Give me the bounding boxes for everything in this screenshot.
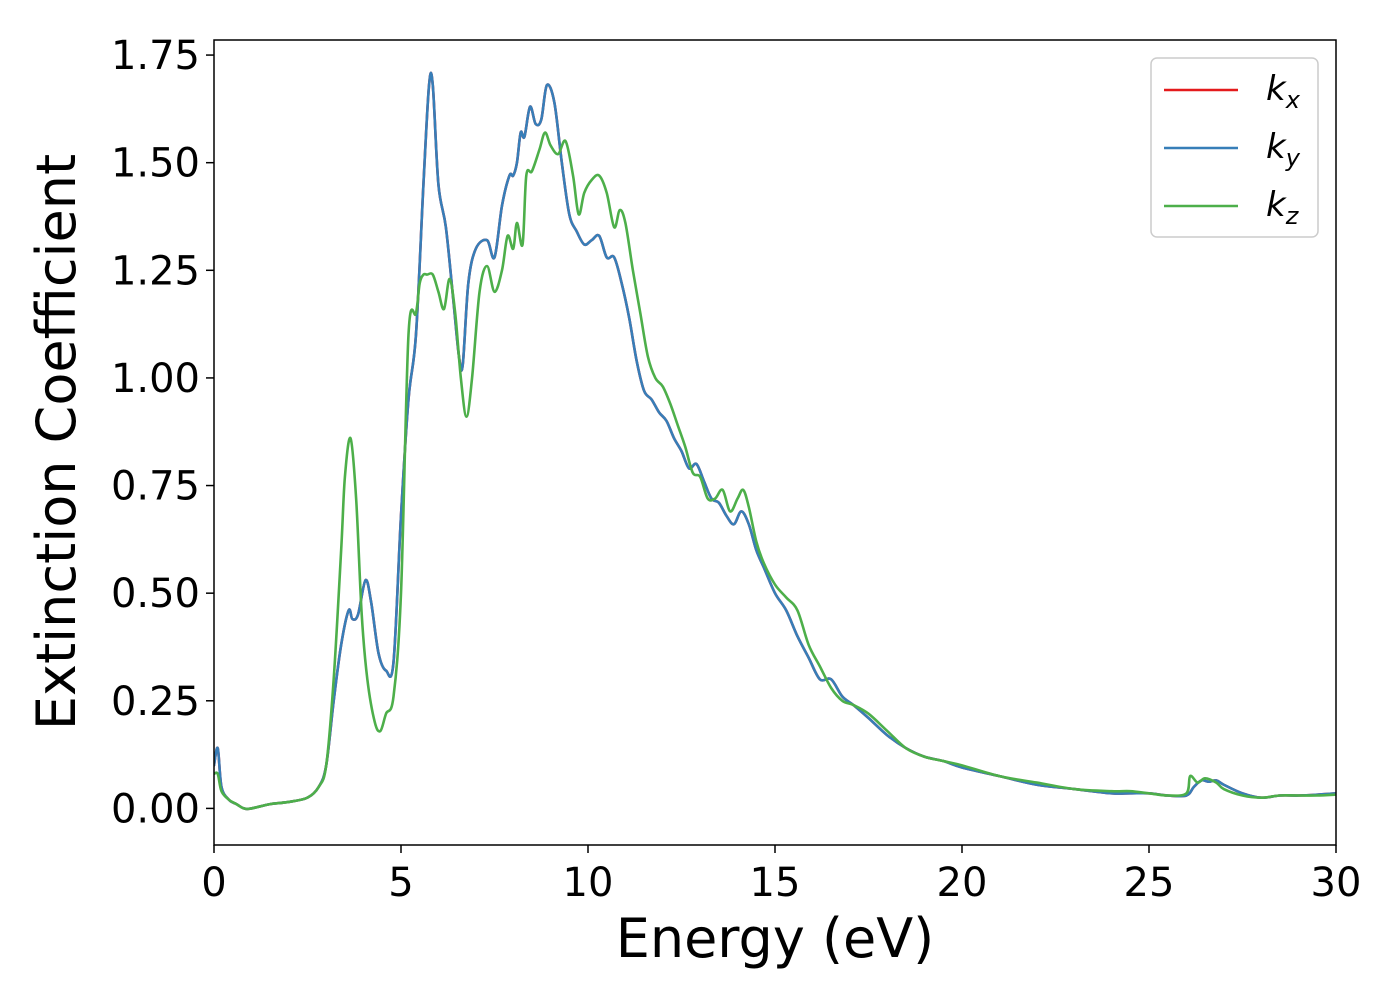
y-tick-label: 0.50: [111, 571, 200, 617]
y-tick-label: 0.25: [111, 679, 200, 725]
legend-label-subscript: y: [1285, 144, 1301, 172]
legend-label-y: ky: [1266, 127, 1301, 172]
x-axis: 0 5 10 15 20 25 30: [201, 845, 1361, 906]
legend-label-x: kx: [1266, 69, 1301, 114]
x-tick-label: 10: [563, 860, 614, 906]
legend-label-subscript: z: [1285, 202, 1300, 230]
legend-label-main: k: [1266, 69, 1287, 109]
x-axis-label: Energy (eV): [616, 907, 935, 970]
x-tick-label: 0: [201, 860, 226, 906]
y-axis: 0.00 0.25 0.50 0.75 1.00 1.25 1.50 1.75: [111, 33, 214, 832]
legend-label-z: kz: [1266, 185, 1300, 230]
y-axis-label: Extinction Coefficient: [25, 154, 88, 730]
legend-label-main: k: [1266, 185, 1287, 225]
y-tick-label: 0.00: [111, 786, 200, 832]
x-tick-label: 30: [1311, 860, 1362, 906]
y-tick-label: 0.75: [111, 464, 200, 510]
y-tick-label: 1.50: [111, 141, 200, 187]
x-tick-label: 15: [750, 860, 801, 906]
x-tick-label: 20: [937, 860, 988, 906]
y-tick-label: 1.25: [111, 248, 200, 294]
series-line-z: [214, 131, 1336, 811]
y-tick-label: 1.00: [111, 356, 200, 402]
x-tick-label: 5: [388, 860, 413, 906]
legend-label-subscript: x: [1285, 86, 1301, 114]
series-layer: [214, 71, 1336, 811]
y-tick-label: 1.75: [111, 33, 200, 79]
x-tick-label: 25: [1124, 860, 1175, 906]
legend-label-main: k: [1266, 127, 1287, 167]
